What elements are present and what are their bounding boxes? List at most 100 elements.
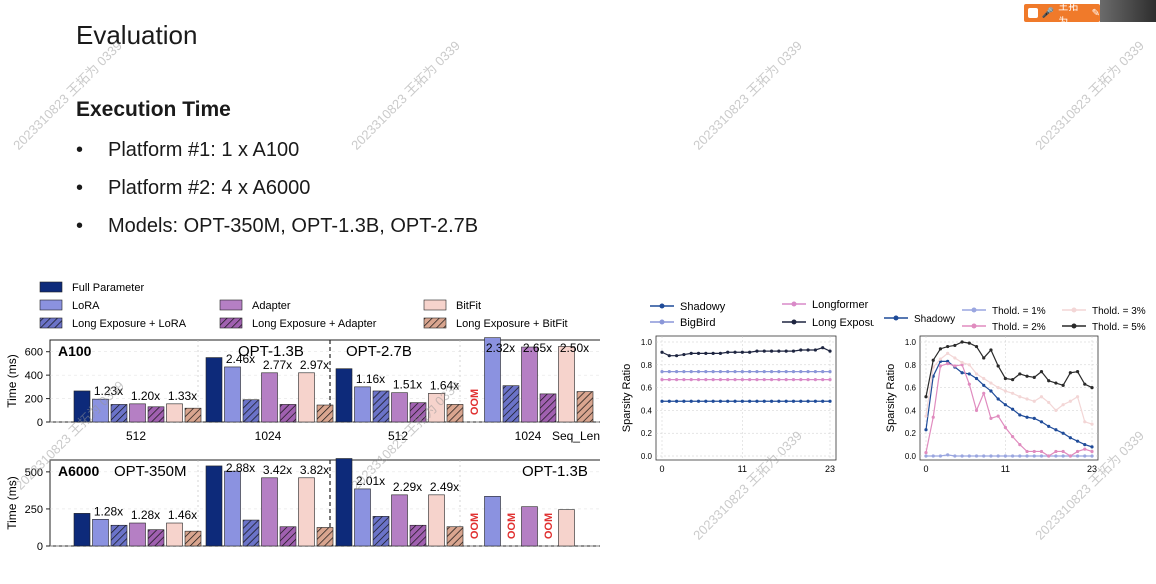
speedup-label: 3.82x	[300, 463, 329, 477]
data-point	[946, 351, 950, 355]
legend-label: Shadowy	[914, 314, 955, 325]
series-line	[925, 360, 1093, 448]
legend-label: Full Parameter	[72, 282, 144, 294]
data-point	[769, 378, 774, 382]
speedup-label: 1.28x	[131, 508, 160, 522]
y-tick-label: 0.8	[905, 361, 917, 370]
data-point	[1047, 424, 1051, 428]
data-point	[806, 399, 810, 403]
bullet-dot: •	[76, 139, 84, 161]
speedup-label: 1.51x	[393, 378, 422, 392]
camera-thumbnail[interactable]	[1100, 0, 1156, 22]
data-point	[953, 454, 957, 458]
data-point	[1018, 443, 1022, 447]
data-point	[931, 358, 935, 362]
data-point	[791, 378, 796, 382]
watermark-text: 2023310823 王拓为 0339	[348, 37, 463, 153]
data-point	[682, 352, 686, 357]
data-point	[996, 454, 1000, 458]
data-point	[1061, 454, 1065, 458]
bar	[521, 346, 538, 423]
bar	[184, 530, 202, 547]
data-point	[791, 370, 796, 374]
y-tick-label: 0.6	[641, 384, 653, 393]
y-tick-label: 0.2	[641, 429, 653, 438]
bar	[73, 513, 91, 547]
data-point	[960, 454, 964, 458]
microphone-icon: 🎤	[1041, 7, 1055, 19]
speedup-label: 1.64x	[430, 378, 459, 392]
bar	[409, 524, 427, 547]
x-tick-label: 1024	[255, 429, 282, 443]
x-tick-label: 23	[1087, 464, 1097, 474]
data-point	[1011, 454, 1015, 458]
speedup-label: 1.33x	[168, 389, 197, 403]
data-point	[1011, 391, 1015, 395]
x-tick-label: 11	[738, 464, 747, 474]
data-point	[799, 399, 803, 403]
data-point	[1032, 399, 1036, 403]
legend-swatch	[219, 299, 243, 311]
data-point	[828, 378, 832, 382]
data-point	[711, 378, 715, 382]
data-point	[946, 344, 950, 349]
y-tick-label: 0.2	[905, 429, 917, 438]
speedup-label: 2.29x	[393, 480, 422, 494]
x-tick-label: 1024	[515, 429, 542, 443]
data-point	[675, 370, 679, 374]
data-point	[1025, 415, 1029, 419]
data-point	[953, 364, 957, 368]
data-point	[1018, 395, 1022, 399]
speaker-badge[interactable]: 🎤 王拓为 ✎	[1024, 2, 1100, 28]
plot-frame	[919, 335, 1099, 461]
series-line	[925, 341, 1093, 397]
bar	[428, 393, 445, 423]
y-tick-label: 0	[37, 417, 43, 429]
data-point	[748, 350, 752, 354]
bar	[129, 403, 146, 423]
data-point	[675, 378, 679, 382]
data-point	[1025, 374, 1029, 378]
data-point	[924, 454, 928, 458]
y-axis-label: Sparsity Ratio	[621, 364, 633, 432]
bar	[521, 506, 538, 547]
y-tick-label: 400	[25, 370, 43, 382]
data-point	[762, 370, 766, 374]
data-point	[1003, 389, 1007, 393]
data-point	[689, 351, 693, 355]
data-point	[1075, 454, 1080, 458]
x-tick-label: 512	[388, 429, 408, 443]
bullet-text: Platform #2: 4 x A6000	[108, 177, 311, 199]
data-point	[718, 351, 723, 355]
x-tick-label: 0	[659, 464, 664, 474]
data-point	[924, 450, 928, 455]
data-point	[1061, 431, 1065, 435]
data-point	[1054, 381, 1058, 385]
legend-label: Longformer	[812, 299, 869, 311]
data-point	[777, 378, 781, 382]
data-point	[996, 364, 1000, 368]
data-point	[799, 370, 803, 374]
data-point	[726, 350, 730, 354]
bar	[298, 372, 315, 423]
oom-label: OOM	[469, 389, 481, 415]
data-point	[1018, 413, 1022, 417]
data-point	[924, 428, 928, 432]
data-point	[813, 378, 817, 382]
data-point	[1083, 443, 1087, 447]
data-point	[718, 378, 723, 382]
data-point	[1003, 376, 1007, 381]
data-point	[784, 370, 788, 374]
data-point	[777, 399, 781, 403]
data-point	[740, 399, 744, 403]
data-point	[996, 397, 1000, 401]
data-point	[660, 350, 664, 354]
data-point	[777, 349, 781, 353]
data-point	[1075, 439, 1080, 443]
legend-label: Long Exposure	[812, 317, 874, 329]
data-point	[784, 399, 788, 403]
data-point	[974, 408, 979, 412]
data-point	[1090, 454, 1094, 458]
data-point	[828, 399, 832, 403]
data-point	[799, 348, 803, 352]
